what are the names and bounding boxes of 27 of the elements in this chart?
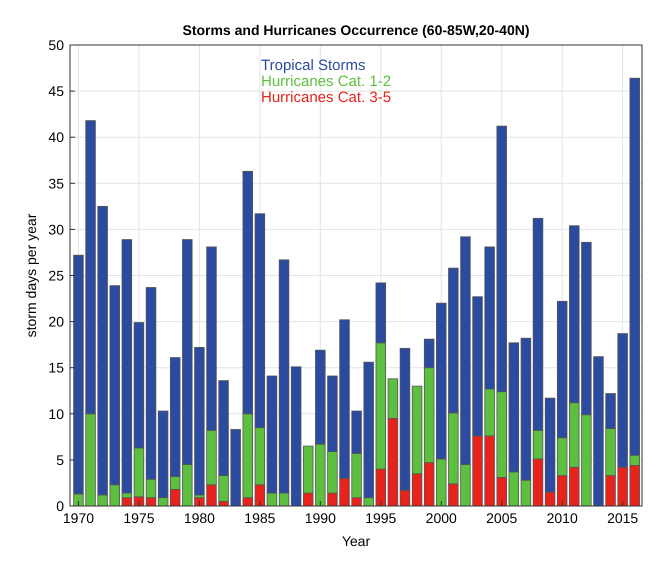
x-tick-label: 1980 — [184, 510, 216, 526]
x-tick-label: 1970 — [62, 510, 94, 526]
chart-title: Storms and Hurricanes Occurrence (60-85W,20-40N) — [182, 22, 530, 38]
y-tick-label: 45 — [48, 83, 64, 100]
x-tick-label: 1995 — [365, 510, 397, 526]
y-tick-label: 15 — [48, 360, 64, 376]
x-tick-label: 2010 — [546, 510, 578, 526]
y-tick-label: 40 — [48, 129, 64, 146]
text: Tropical Storms — [261, 57, 366, 74]
y-tick-label: 10 — [48, 406, 64, 422]
x-tick-label: 2015 — [607, 510, 638, 526]
x-tick-label: 1975 — [123, 510, 155, 526]
y-axis-title: storm days per year — [23, 213, 39, 338]
y-tick-label: 5 — [56, 452, 64, 468]
y-tick-label: 30 — [48, 221, 64, 238]
y-tick-label: 25 — [48, 268, 64, 284]
text: Hurricanes Cat. 1-2 — [261, 73, 392, 90]
x-axis-title: Year — [342, 533, 370, 549]
y-tick-label: 50 — [48, 37, 64, 53]
text: Hurricanes Cat. 3-5 — [261, 89, 392, 106]
y-tick-label: 35 — [48, 175, 64, 192]
x-tick-label: 2000 — [426, 510, 458, 526]
x-tick-label: 2005 — [486, 510, 518, 526]
x-tick-label: 1990 — [304, 510, 336, 526]
y-tick-label: 0 — [56, 498, 64, 514]
y-tick-label: 20 — [48, 314, 64, 330]
x-tick-label: 1985 — [244, 510, 276, 526]
